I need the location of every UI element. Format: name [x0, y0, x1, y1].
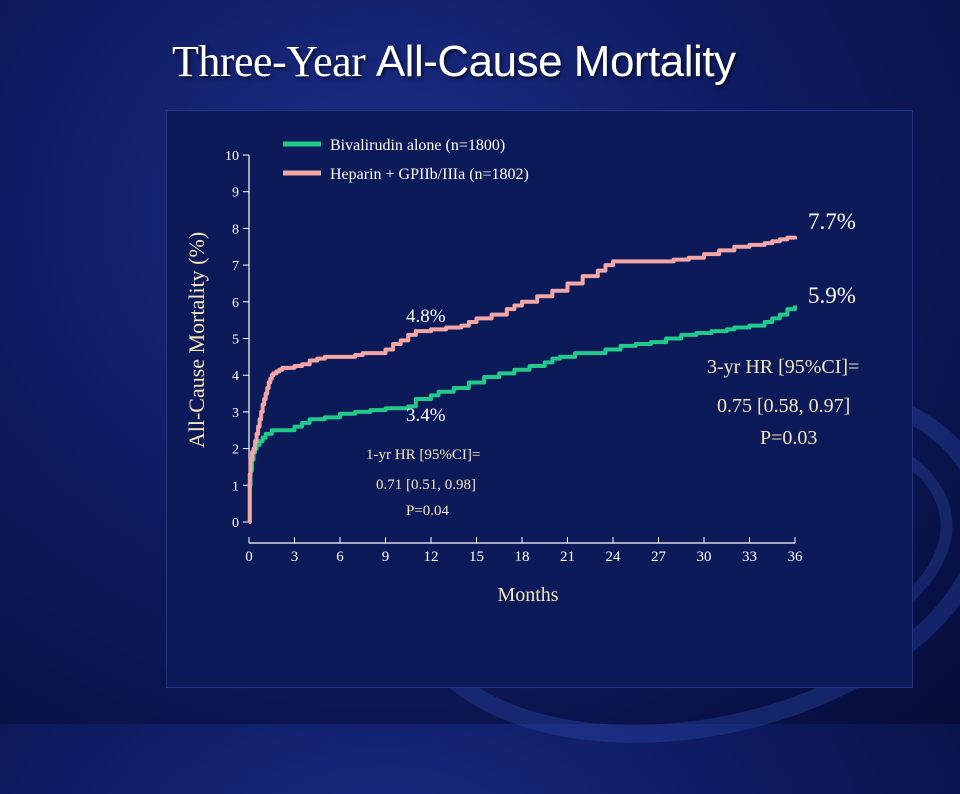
legend-label-heparin: Heparin + GPIIb/IIIa (n=1802) — [330, 166, 529, 183]
annot-1yr-biv: 3.4% — [406, 405, 446, 426]
x-tick-label: 21 — [560, 549, 575, 565]
x-tick-label: 33 — [742, 549, 757, 565]
y-tick-label: 1 — [232, 479, 239, 494]
y-tick-label: 8 — [232, 222, 239, 237]
annot-1yr-hr-label: 1-yr HR [95%CI]= — [366, 447, 480, 463]
plot-panel — [166, 110, 913, 688]
y-tick-label: 3 — [232, 406, 239, 421]
slide-title: Three-Year All-Cause Mortality — [172, 36, 892, 87]
y-tick-label: 0 — [232, 516, 239, 531]
x-tick-label: 36 — [788, 549, 804, 565]
y-axis-label: All-Cause Mortality (%) — [184, 232, 209, 448]
series-line-heparin — [247, 235, 797, 524]
x-tick-label: 15 — [469, 549, 484, 565]
x-tick-label: 9 — [382, 549, 390, 565]
y-tick-label: 10 — [225, 149, 239, 164]
annotations: 4.8% 3.4% 1-yr HR [95%CI]= 0.71 [0.51, 0… — [366, 209, 859, 519]
annot-1yr-p: P=0.04 — [406, 503, 450, 519]
x-tick-label: 24 — [606, 549, 622, 565]
y-tick-label: 9 — [232, 186, 239, 201]
y-tick-label: 4 — [232, 369, 239, 384]
annot-1yr-heparin: 4.8% — [406, 306, 446, 327]
y-tick-label: 2 — [232, 443, 239, 458]
x-tick-label: 0 — [245, 549, 253, 565]
y-tick-label: 5 — [232, 333, 239, 348]
x-tick-label: 6 — [336, 549, 344, 565]
x-tick-label: 3 — [291, 549, 299, 565]
annot-3yr-hr-value: 0.75 [0.58, 0.97] — [717, 395, 850, 417]
title-part-1: Three-Year — [172, 37, 366, 86]
annot-3yr-hr-label: 3-yr HR [95%CI]= — [707, 356, 859, 378]
series-layer — [247, 235, 797, 524]
title-part-2: All-Cause Mortality — [375, 37, 736, 86]
annot-3yr-heparin: 7.7% — [808, 209, 856, 234]
x-tick-label: 27 — [651, 549, 667, 565]
annot-1yr-hr-value: 0.71 [0.51, 0.98] — [376, 477, 476, 493]
legend: Bivalirudin alone (n=1800) Heparin + GPI… — [283, 137, 529, 183]
annot-3yr-biv: 5.9% — [808, 283, 856, 308]
x-axis-label: Months — [497, 584, 558, 606]
x-tick-label: 30 — [697, 549, 712, 565]
x-tick-label: 12 — [424, 549, 439, 565]
y-tick-label: 7 — [232, 259, 239, 274]
x-tick-label: 18 — [515, 549, 530, 565]
series-line-bivalirudin — [247, 305, 797, 524]
legend-label-bivalirudin: Bivalirudin alone (n=1800) — [330, 137, 505, 154]
y-tick-label: 6 — [232, 296, 239, 311]
annot-3yr-p: P=0.03 — [760, 427, 817, 449]
